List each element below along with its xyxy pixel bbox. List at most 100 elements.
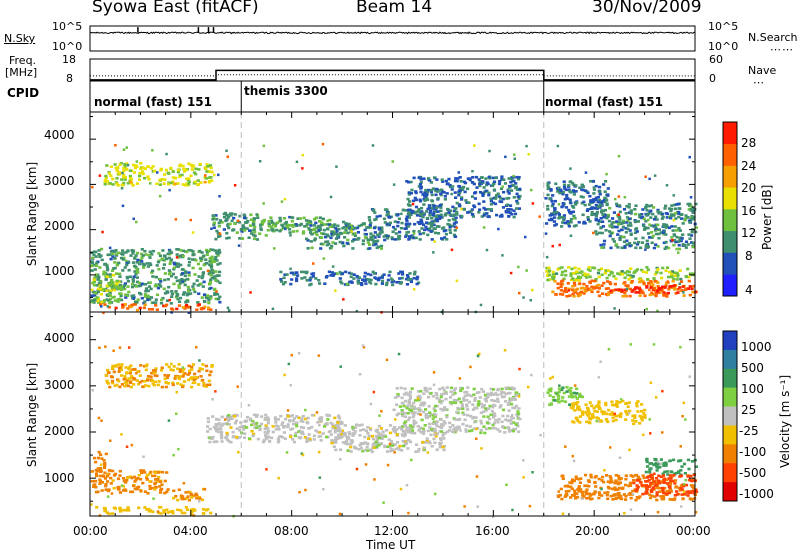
power-cell — [166, 290, 170, 294]
power-cell — [459, 180, 463, 183]
velocity-cell — [215, 427, 219, 431]
velocity-cell — [414, 443, 419, 446]
velocity-cell — [448, 396, 453, 399]
velocity-cell — [109, 375, 113, 378]
velocity-cell — [509, 419, 513, 422]
power-cell — [105, 164, 109, 167]
power-cell — [425, 210, 429, 213]
power-cell — [590, 290, 594, 294]
power-cell — [433, 219, 437, 223]
power-cell — [379, 244, 384, 248]
power-cell — [613, 225, 617, 229]
velocity-cell — [113, 384, 117, 387]
velocity-cell — [144, 368, 148, 372]
power-cell — [645, 286, 649, 289]
power-cell — [143, 295, 148, 298]
power-cell — [571, 210, 575, 214]
velocity-cell — [568, 481, 572, 484]
power-cell — [582, 292, 586, 295]
power-cell — [421, 215, 425, 219]
power-cell — [303, 276, 307, 279]
velocity-cell — [575, 392, 579, 395]
power-scatter-cell — [331, 265, 335, 268]
power-cell — [686, 243, 691, 246]
velocity-cell — [244, 419, 249, 423]
velocity-cell — [485, 421, 490, 425]
power-cell — [401, 273, 405, 276]
power-cell — [679, 280, 684, 283]
velocity-cell — [638, 414, 642, 418]
velocity-cell — [104, 452, 108, 456]
velocity-cell — [594, 485, 598, 488]
power-cell — [273, 224, 278, 228]
velocity-cell — [670, 498, 674, 501]
power-cell — [249, 218, 253, 221]
power-cell — [369, 235, 373, 239]
velocity-cell — [427, 405, 431, 408]
power-cell — [288, 228, 292, 231]
velocity-cell — [444, 392, 448, 395]
power-cell — [122, 173, 126, 177]
power-scatter-cell — [572, 217, 576, 220]
power-cell — [691, 290, 695, 294]
power-cell — [663, 207, 667, 210]
velocity-cell — [442, 448, 446, 452]
power-scatter-cell — [471, 170, 474, 173]
power-cell — [500, 177, 504, 181]
power-cell — [511, 183, 516, 187]
power-cell — [551, 194, 555, 197]
velocity-cell — [377, 436, 382, 440]
power-cell — [420, 222, 424, 225]
power-cell — [424, 225, 428, 229]
power-cell — [362, 222, 366, 225]
velocity-cell — [150, 486, 154, 490]
power-cell — [178, 163, 182, 167]
power-cell — [561, 192, 565, 196]
power-scatter-cell — [289, 267, 292, 271]
power-cell — [678, 269, 682, 272]
power-cell — [374, 217, 378, 221]
power-scatter-cell — [400, 212, 403, 216]
velocity-cell — [645, 476, 649, 479]
power-cell — [95, 264, 99, 267]
velocity-cell — [654, 461, 658, 465]
velocity-cell — [235, 414, 239, 417]
velocity-cell — [166, 511, 170, 514]
power-cell — [126, 307, 130, 310]
velocity-cell — [118, 474, 122, 477]
power-scatter-cell — [328, 247, 332, 250]
velocity-cell — [586, 414, 590, 417]
power-cell — [177, 256, 181, 259]
power-cell — [91, 290, 95, 294]
velocity-cell — [351, 428, 355, 431]
power-cell — [452, 213, 456, 216]
power-cell — [92, 301, 96, 304]
power-cell — [581, 195, 585, 199]
velocity-cell — [611, 487, 615, 491]
power-cell — [385, 235, 389, 238]
velocity-cell — [317, 431, 322, 434]
velocity-cell — [424, 441, 428, 444]
power-cell — [294, 271, 298, 274]
power-cell — [131, 277, 135, 281]
velocity-cell — [98, 478, 102, 482]
power-cell — [634, 237, 638, 240]
power-scatter-cell — [433, 240, 436, 243]
power-cell — [301, 232, 305, 235]
velocity-cell — [515, 413, 519, 416]
velocity-cell — [634, 489, 638, 492]
velocity-cell — [310, 413, 314, 417]
power-cell — [661, 215, 665, 219]
power-cell — [194, 259, 198, 262]
power-cell — [448, 183, 452, 187]
power-cell — [470, 208, 474, 211]
power-cell — [404, 209, 408, 212]
power-cell — [205, 253, 209, 256]
power-cell — [118, 163, 122, 166]
power-cell — [597, 287, 601, 290]
velocity-cell — [271, 425, 275, 428]
velocity-cell — [593, 410, 597, 413]
velocity-cell — [658, 465, 662, 469]
velocity-cell — [600, 410, 604, 414]
power-cell — [214, 270, 218, 273]
